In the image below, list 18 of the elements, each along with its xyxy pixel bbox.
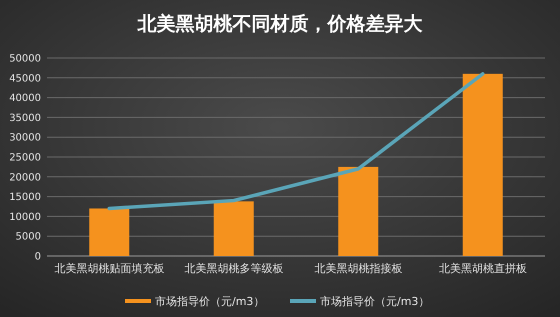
- y-tick-label: 35000: [9, 112, 41, 124]
- y-tick-label: 0: [34, 252, 41, 262]
- y-tick-label: 30000: [9, 132, 41, 144]
- y-tick-label: 20000: [9, 172, 41, 184]
- x-tick-label: 北美黑胡桃指接板: [314, 262, 402, 275]
- y-tick-label: 40000: [9, 93, 41, 104]
- y-tick-label: 50000: [9, 54, 41, 64]
- chart-title: 北美黑胡桃不同材质，价格差异大: [136, 13, 424, 35]
- y-tick-label: 15000: [9, 192, 41, 204]
- x-tick-label: 北美黑胡桃直拼板: [438, 262, 527, 275]
- x-tick-label: 北美黑胡桃多等级板: [184, 262, 284, 275]
- legend-label: 市场指导价（元/m3）: [320, 294, 430, 308]
- x-tick-label: 北美黑胡桃贴面填充板: [54, 262, 164, 275]
- y-tick-label: 10000: [9, 212, 41, 223]
- y-tick-label: 25000: [9, 152, 41, 164]
- y-tick-label: 5000: [16, 232, 41, 243]
- legend-label: 市场指导价（元/m3）: [155, 294, 264, 308]
- y-tick-label: 45000: [9, 73, 41, 84]
